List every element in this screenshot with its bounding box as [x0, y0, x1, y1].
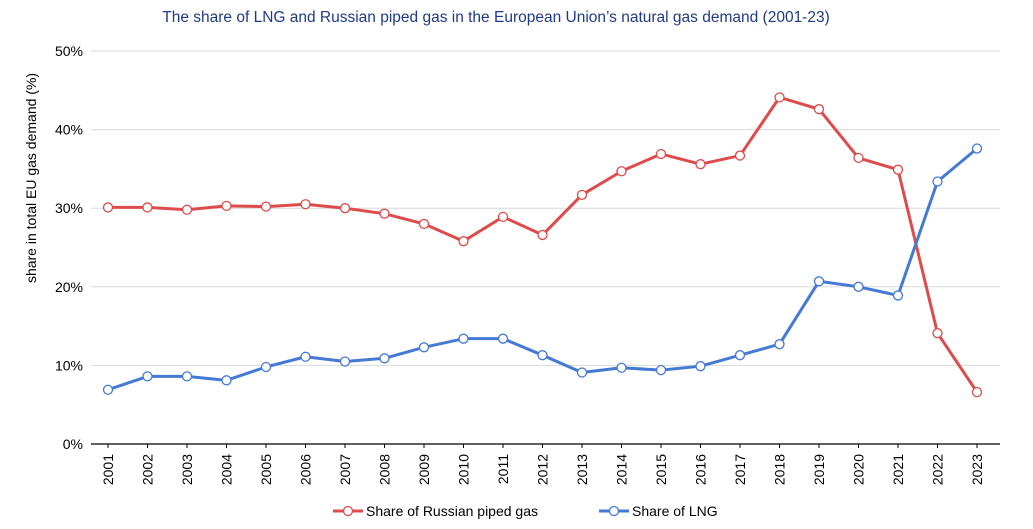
- data-point: [102, 384, 114, 395]
- series-group: [102, 92, 983, 398]
- x-tick-label: 2023: [969, 454, 985, 485]
- data-point: [853, 281, 864, 292]
- data-point: [181, 371, 193, 382]
- data-point: [576, 189, 588, 200]
- x-tick-label: 2006: [298, 454, 314, 485]
- data-point: [300, 351, 311, 362]
- x-tick-label: 2015: [653, 454, 669, 485]
- data-point: [813, 104, 825, 115]
- data-point: [379, 353, 390, 364]
- chart-title: The share of LNG and Russian piped gas i…: [162, 9, 830, 26]
- y-tick-label: 30%: [55, 200, 83, 216]
- x-tick-label: 2003: [179, 454, 195, 485]
- data-point: [260, 361, 272, 373]
- legend-label: Share of LNG: [632, 503, 718, 519]
- data-point: [734, 150, 746, 161]
- data-point: [339, 356, 351, 367]
- data-point: [774, 339, 785, 350]
- data-point: [655, 148, 667, 160]
- x-tick-label: 2016: [693, 454, 709, 485]
- y-tick-label: 50%: [55, 43, 83, 59]
- y-axis-label: share in total EU gas demand (%): [23, 73, 39, 283]
- legend-marker: [342, 505, 354, 517]
- data-point: [695, 361, 706, 372]
- y-tick-label: 10%: [55, 357, 83, 373]
- series-russian-piped-gas: [102, 92, 983, 398]
- y-tick-label: 40%: [55, 122, 83, 138]
- data-point: [458, 333, 469, 344]
- data-point: [932, 328, 943, 339]
- x-tick-label: 2014: [614, 454, 630, 485]
- data-point: [892, 164, 904, 175]
- data-point: [932, 176, 943, 187]
- x-tick-label: 2011: [495, 454, 511, 484]
- data-point: [616, 362, 627, 373]
- data-point: [537, 350, 548, 361]
- gridlines: [91, 50, 1000, 445]
- data-point: [300, 199, 311, 210]
- data-point: [655, 364, 667, 376]
- x-tick-label: 2013: [574, 454, 590, 485]
- x-tick-labels: 2001 2002 2003 2004 2005 2006 2007 2008 2009 2010…: [100, 444, 985, 485]
- x-tick-label: 2004: [219, 454, 235, 485]
- data-point: [734, 350, 746, 361]
- series-line: [106, 95, 979, 394]
- data-point: [497, 211, 509, 222]
- x-tick-label: 2005: [258, 454, 274, 485]
- y-tick-label: 0%: [63, 436, 83, 452]
- data-point: [497, 333, 509, 344]
- data-point: [379, 208, 390, 219]
- x-tick-label: 2020: [851, 454, 867, 485]
- x-tick-label: 2022: [930, 454, 946, 485]
- data-point: [260, 201, 272, 212]
- data-point: [418, 218, 430, 230]
- data-point: [971, 386, 983, 398]
- y-tick-label: 20%: [55, 279, 83, 295]
- x-tick-label: 2002: [140, 454, 156, 485]
- data-point: [892, 290, 904, 301]
- data-point: [537, 229, 548, 241]
- x-tick-label: 2021: [890, 454, 906, 485]
- y-tick-labels: 0% 10% 20% 30% 40% 50%: [55, 43, 83, 452]
- x-tick-label: 2010: [456, 454, 472, 485]
- data-point: [576, 367, 588, 378]
- data-point: [181, 204, 193, 215]
- data-point: [418, 342, 430, 353]
- data-point: [853, 152, 864, 164]
- x-tick-label: 2018: [772, 454, 788, 485]
- data-point: [813, 276, 825, 287]
- x-tick-label: 2009: [416, 454, 432, 485]
- x-tick-label: 2007: [337, 454, 353, 485]
- data-point: [458, 236, 469, 247]
- data-point: [695, 159, 706, 170]
- data-point: [339, 203, 351, 214]
- data-point: [221, 375, 232, 386]
- series-lng: [102, 143, 983, 395]
- x-tick-label: 2012: [535, 454, 551, 485]
- x-tick-label: 2008: [377, 454, 393, 485]
- x-tick-label: 2017: [732, 454, 748, 485]
- data-point: [616, 166, 627, 177]
- legend-marker: [608, 505, 620, 517]
- data-point: [102, 202, 114, 213]
- data-point: [221, 200, 232, 211]
- legend-item-russian-piped-gas: Share of Russian piped gas: [333, 503, 538, 519]
- data-point: [774, 92, 785, 103]
- x-tick-label: 2001: [100, 454, 116, 485]
- legend: Share of Russian piped gas Share of LNG: [333, 503, 718, 519]
- legend-item-lng: Share of LNG: [599, 503, 718, 519]
- legend-label: Share of Russian piped gas: [366, 503, 538, 519]
- data-point: [971, 143, 983, 154]
- x-tick-label: 2019: [811, 454, 827, 485]
- data-point: [142, 202, 153, 213]
- data-point: [142, 371, 153, 382]
